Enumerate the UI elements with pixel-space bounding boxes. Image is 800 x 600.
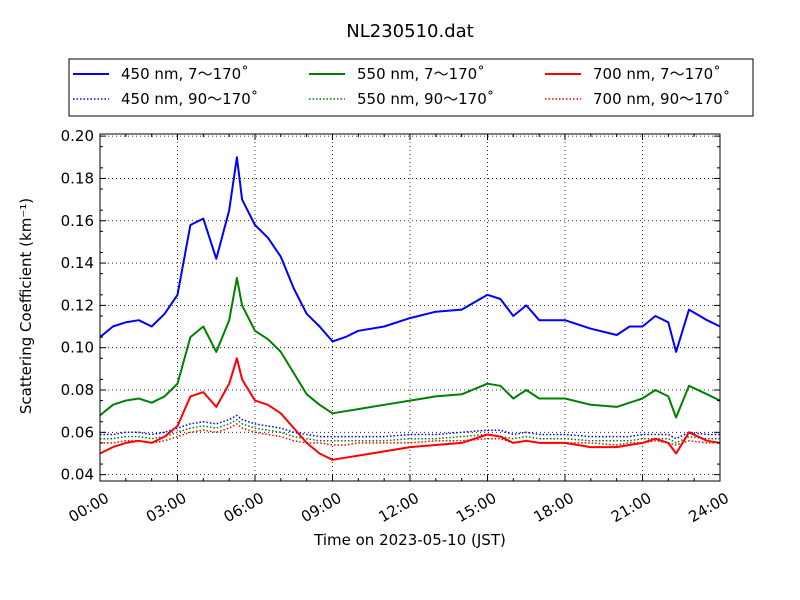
- series-line-2: [99, 357, 721, 461]
- y-tick-label: 0.18: [61, 169, 94, 187]
- axis-ticks: [99, 134, 721, 481]
- series-line-0: [99, 156, 721, 353]
- y-tick-label: 0.06: [61, 423, 94, 441]
- legend-label: 550 nm, 90～170˚: [357, 90, 494, 108]
- series-line-5: [100, 423, 720, 446]
- legend-label: 550 nm, 7～170˚: [357, 65, 485, 83]
- plot-area: [99, 133, 721, 482]
- legend-label: 450 nm, 90～170˚: [121, 90, 258, 108]
- legend-label: 450 nm, 7～170˚: [121, 65, 249, 83]
- x-tick-label: 00:00: [66, 489, 112, 526]
- legend-frame: [68, 58, 754, 117]
- y-tick-label: 0.12: [61, 296, 94, 314]
- x-tick-label: 12:00: [376, 489, 422, 526]
- x-axis-label: Time on 2023-05-10 (JST): [313, 531, 506, 549]
- series-line-1: [99, 276, 721, 419]
- legend: 450 nm, 7～170˚ 450 nm, 90～170˚ 550 nm, 7～1…: [68, 58, 754, 117]
- y-tick-label: 0.04: [61, 466, 94, 484]
- x-tick-label: 15:00: [453, 489, 499, 526]
- series-lines: [99, 156, 721, 461]
- x-tick-label: 18:00: [531, 489, 577, 526]
- x-tick-label: 06:00: [221, 489, 267, 526]
- y-tick-label: 0.16: [61, 212, 94, 230]
- series-line-4: [100, 418, 720, 444]
- x-tick-label: 09:00: [298, 489, 344, 526]
- legend-label: 700 nm, 90～170˚: [593, 90, 730, 108]
- y-tick-label: 0.10: [61, 339, 94, 357]
- legend-label: 700 nm, 7～170˚: [593, 65, 721, 83]
- series-line-3: [100, 414, 720, 440]
- legend-items: 450 nm, 7～170˚ 450 nm, 90～170˚ 550 nm, 7～1…: [73, 65, 730, 108]
- y-tick-label: 0.20: [61, 127, 94, 145]
- y-axis-label: Scattering Coefficient (km⁻¹): [17, 198, 35, 414]
- x-tick-label: 24:00: [686, 489, 732, 526]
- y-tick-label: 0.08: [61, 381, 94, 399]
- chart-title: NL230510.dat: [346, 21, 473, 42]
- x-tick-label: 21:00: [608, 489, 654, 526]
- grid: [100, 134, 720, 481]
- y-tick-label: 0.14: [61, 254, 94, 272]
- x-tick-label: 03:00: [143, 489, 189, 526]
